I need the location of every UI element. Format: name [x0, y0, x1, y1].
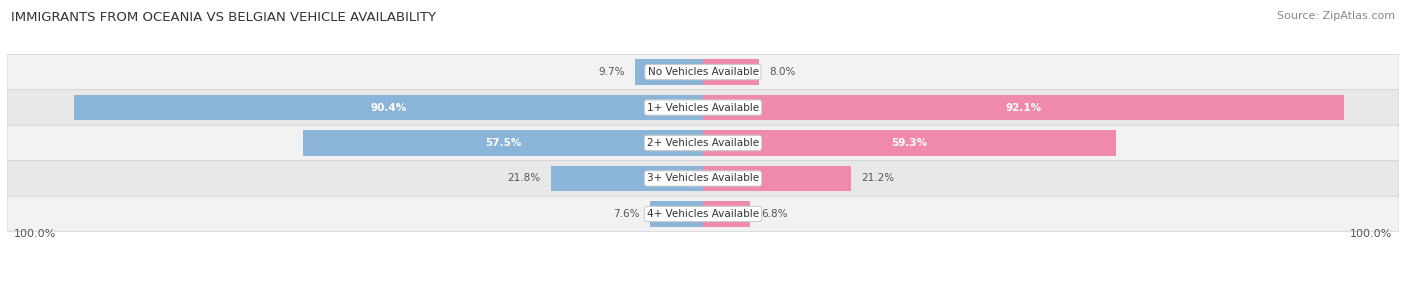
- FancyBboxPatch shape: [7, 54, 1399, 90]
- Bar: [302, 130, 703, 156]
- Bar: [703, 59, 759, 85]
- Text: 3+ Vehicles Available: 3+ Vehicles Available: [647, 174, 759, 184]
- Text: 2+ Vehicles Available: 2+ Vehicles Available: [647, 138, 759, 148]
- FancyBboxPatch shape: [7, 196, 1399, 232]
- Text: Source: ZipAtlas.com: Source: ZipAtlas.com: [1277, 11, 1395, 21]
- Text: No Vehicles Available: No Vehicles Available: [648, 67, 758, 77]
- Text: 59.3%: 59.3%: [891, 138, 928, 148]
- Text: 4+ Vehicles Available: 4+ Vehicles Available: [647, 209, 759, 219]
- Bar: [703, 130, 1116, 156]
- Bar: [703, 201, 751, 227]
- Bar: [551, 166, 703, 191]
- Text: 100.0%: 100.0%: [1350, 229, 1392, 239]
- Text: IMMIGRANTS FROM OCEANIA VS BELGIAN VEHICLE AVAILABILITY: IMMIGRANTS FROM OCEANIA VS BELGIAN VEHIC…: [11, 11, 436, 24]
- Text: 92.1%: 92.1%: [1005, 102, 1042, 112]
- Text: 1+ Vehicles Available: 1+ Vehicles Available: [647, 102, 759, 112]
- Bar: [703, 166, 851, 191]
- Text: 8.0%: 8.0%: [769, 67, 796, 77]
- Text: 21.8%: 21.8%: [508, 174, 541, 184]
- FancyBboxPatch shape: [7, 161, 1399, 196]
- Text: 100.0%: 100.0%: [14, 229, 56, 239]
- Bar: [75, 95, 703, 120]
- Text: 57.5%: 57.5%: [485, 138, 522, 148]
- Text: 9.7%: 9.7%: [599, 67, 626, 77]
- Text: 21.2%: 21.2%: [860, 174, 894, 184]
- FancyBboxPatch shape: [7, 90, 1399, 125]
- Text: 90.4%: 90.4%: [370, 102, 406, 112]
- Bar: [650, 201, 703, 227]
- Text: 6.8%: 6.8%: [761, 209, 787, 219]
- Text: 7.6%: 7.6%: [613, 209, 640, 219]
- Bar: [636, 59, 703, 85]
- Bar: [703, 95, 1344, 120]
- FancyBboxPatch shape: [7, 125, 1399, 161]
